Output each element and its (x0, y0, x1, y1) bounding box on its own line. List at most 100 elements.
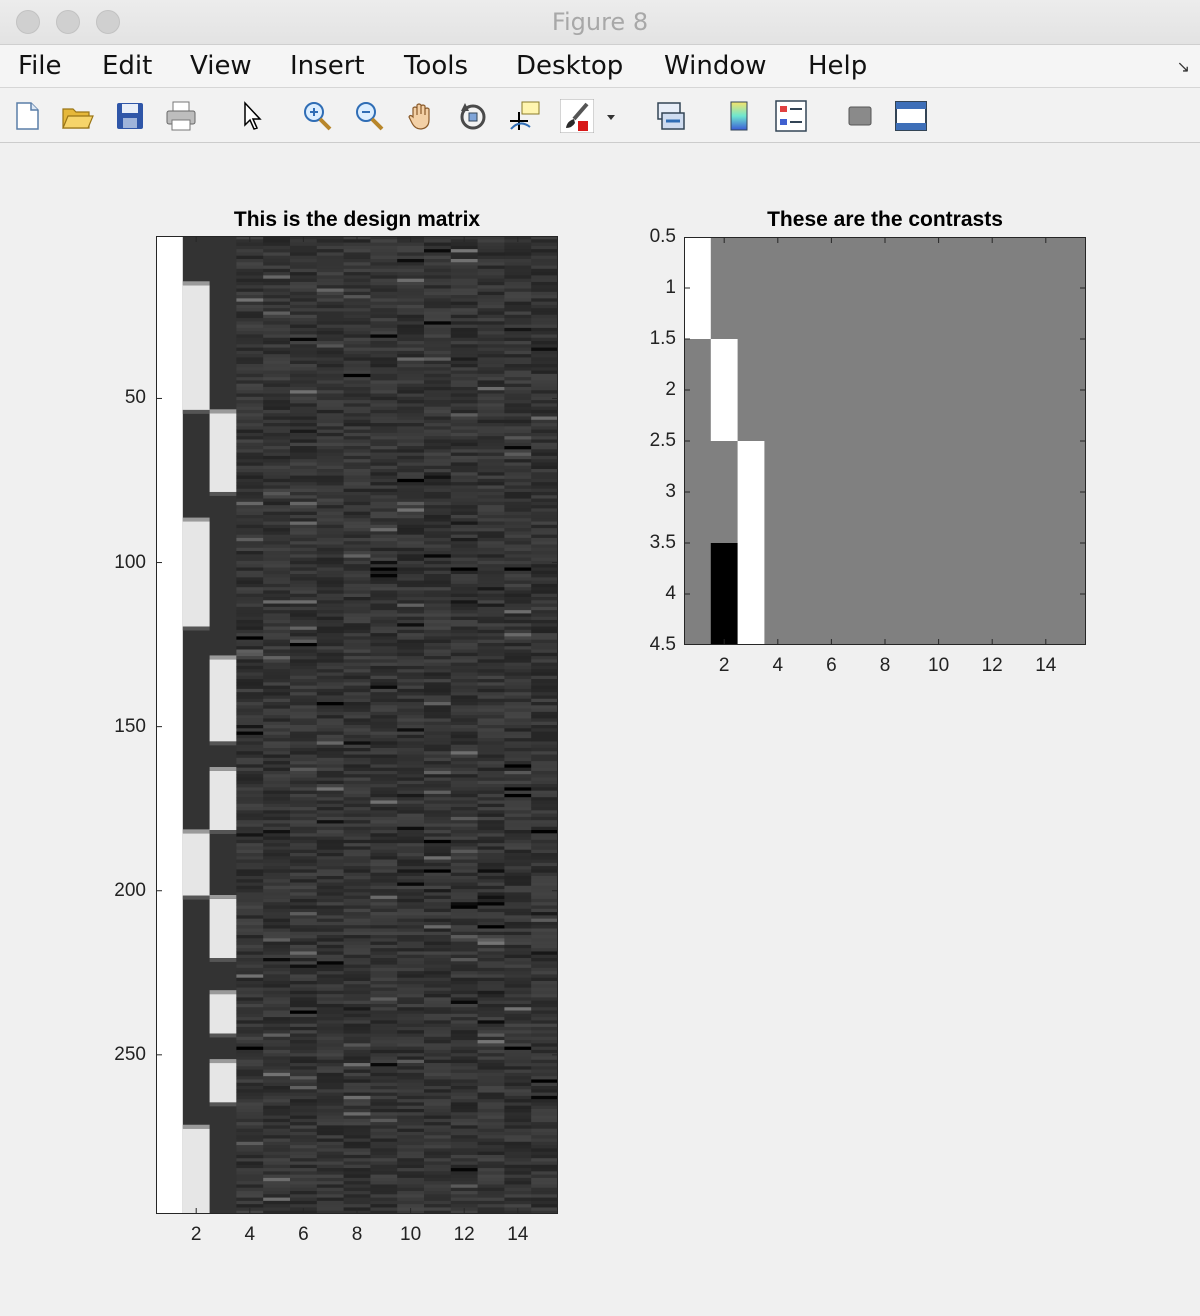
zoom-window-button[interactable] (96, 10, 120, 34)
menu-tools[interactable]: Tools (404, 51, 469, 81)
design-matrix-cell (477, 928, 505, 933)
menu-file[interactable]: File (18, 51, 62, 81)
design-matrix-cell (450, 557, 478, 562)
design-matrix-cell (397, 344, 425, 348)
design-matrix-cell (290, 514, 318, 519)
print-icon[interactable] (164, 99, 198, 133)
design-matrix-cell (477, 1017, 505, 1021)
insert-colorbar-icon[interactable] (722, 99, 756, 133)
design-matrix-cell (424, 1069, 452, 1074)
contrast-cell (710, 339, 739, 442)
design-matrix-cell (263, 925, 291, 929)
design-matrix-cell (504, 331, 532, 335)
zoom-in-icon[interactable] (300, 99, 334, 133)
design-matrix-cell (397, 915, 425, 920)
show-plot-tools-icon[interactable] (894, 99, 928, 133)
design-matrix-cell (424, 587, 452, 591)
data-cursor-icon[interactable] (508, 99, 542, 133)
design-matrix-cell (424, 1115, 452, 1120)
design-matrix-cell (531, 354, 558, 358)
design-matrix-cell (236, 1135, 264, 1139)
design-matrix-cell (504, 941, 532, 946)
design-matrix-cell (263, 1148, 291, 1153)
design-matrix-cell (397, 702, 425, 706)
design-matrix-cell (263, 921, 291, 926)
contrast-cell (818, 543, 846, 645)
design-matrix-cell (424, 491, 452, 496)
design-matrix-cell (370, 1089, 398, 1093)
design-matrix-cell (477, 728, 505, 732)
design-matrix-cell (424, 613, 452, 618)
design-matrix-cell (477, 350, 505, 355)
design-matrix-cell (397, 610, 425, 614)
design-matrix-cell (343, 718, 371, 723)
menu-insert[interactable]: Insert (290, 51, 365, 81)
design-matrix-cell (531, 1128, 558, 1133)
design-matrix-cell (370, 994, 398, 998)
rotate-3d-icon[interactable] (456, 99, 490, 133)
design-matrix-cell (397, 265, 425, 270)
design-matrix-cell (343, 321, 371, 326)
insert-legend-icon[interactable] (774, 99, 808, 133)
design-matrix-cell (343, 488, 371, 493)
design-matrix-cell (370, 665, 398, 670)
design-matrix-cell (370, 272, 398, 276)
design-matrix-cell (343, 350, 371, 355)
contrasts-axes[interactable] (684, 237, 1086, 645)
menu-help[interactable]: Help (808, 51, 868, 81)
design-matrix-cell (450, 964, 478, 969)
design-matrix-cell (316, 613, 344, 618)
design-matrix-cell (450, 1125, 478, 1130)
menu-edit[interactable]: Edit (102, 51, 153, 81)
close-window-button[interactable] (16, 10, 40, 34)
edit-plot-arrow-icon[interactable] (236, 99, 270, 133)
brush-dropdown-icon[interactable] (600, 99, 622, 133)
design-matrix-cell (504, 459, 532, 463)
design-matrix-cell (236, 560, 264, 565)
design-matrix-cell (290, 495, 318, 499)
hide-plot-tools-icon[interactable] (843, 99, 877, 133)
design-matrix-cell (450, 1187, 478, 1192)
design-matrix-cell (397, 642, 425, 647)
design-matrix-cell (290, 367, 318, 371)
design-matrix-cell (477, 1112, 505, 1116)
minimize-window-button[interactable] (56, 10, 80, 34)
design-matrix-cell (236, 531, 264, 536)
design-matrix-cell (504, 1151, 532, 1156)
design-matrix-cell (316, 984, 344, 988)
design-matrix-cell (477, 272, 505, 276)
design-matrix-cell (290, 455, 318, 460)
zoom-out-icon[interactable] (352, 99, 386, 133)
design-matrix-cell (397, 1197, 425, 1202)
design-matrix-axes[interactable] (156, 236, 558, 1214)
design-matrix-cell (236, 564, 264, 568)
design-matrix-cell (424, 252, 452, 257)
design-matrix-cell (531, 383, 558, 388)
menu-window[interactable]: Window (664, 51, 767, 81)
design-matrix-cell (450, 1122, 478, 1126)
design-matrix-cell (450, 629, 478, 634)
dock-arrow-icon[interactable]: ↘ (1176, 59, 1190, 76)
design-matrix-cell (263, 551, 291, 555)
menu-desktop[interactable]: Desktop (516, 51, 624, 81)
design-matrix-cell (316, 1187, 344, 1192)
design-matrix-cell (370, 662, 398, 667)
link-plot-icon[interactable] (654, 99, 688, 133)
new-figure-icon[interactable] (10, 99, 44, 133)
brush-icon[interactable] (560, 99, 594, 133)
pan-hand-icon[interactable] (404, 99, 438, 133)
design-matrix-cell (397, 505, 425, 509)
design-matrix-cell (263, 1118, 291, 1123)
open-file-icon[interactable] (60, 99, 94, 133)
design-matrix-cell (477, 711, 505, 716)
design-matrix-cell (397, 974, 425, 979)
design-matrix-cell (504, 1056, 532, 1061)
design-matrix-cell (424, 449, 452, 454)
save-icon[interactable] (113, 99, 147, 133)
design-matrix-cell (290, 780, 318, 785)
design-matrix-cell (531, 1115, 558, 1120)
menu-view[interactable]: View (190, 51, 252, 81)
design-matrix-cell (343, 1000, 371, 1005)
design-matrix-cell (343, 1020, 371, 1025)
design-matrix-cell (424, 455, 452, 460)
